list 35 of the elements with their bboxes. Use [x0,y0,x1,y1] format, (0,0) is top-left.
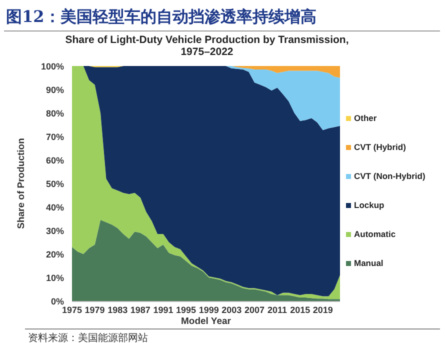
xtick: 1999 [198,305,219,315]
ytick: 60% [46,156,64,166]
ytick: 90% [46,85,64,95]
ytick: 50% [46,179,64,189]
legend-label: CVT (Hybrid) [354,142,406,152]
xtick: 1979 [84,305,105,315]
xtick: 1987 [130,305,150,315]
ylabel: Share of Production [16,138,27,229]
xtick: 1983 [108,305,128,315]
ytick: 100% [40,62,64,72]
legend-label: CVT (Non-Hybrid) [354,171,426,181]
xtick: 2011 [268,305,288,315]
xtick: 2007 [244,305,264,315]
xtick: 2019 [312,305,333,315]
xtick: 1995 [176,305,196,315]
xtick: 1991 [153,305,174,315]
legend-label: Manual [354,258,384,268]
ytick: 0% [50,296,64,306]
annotation: 资料来源：美国能源部网站 [28,333,148,343]
subtitle: 1975–2022 [180,46,234,58]
title: 图12：美国轻型车的自动挡渗透率持续增高 [6,7,316,26]
legend-label: Other [354,113,377,123]
ytick: 70% [46,132,64,142]
legend-label: Lockup [354,200,384,210]
ytick: 20% [46,250,64,260]
xtick: 2003 [222,305,242,315]
ytick: 30% [46,226,64,236]
ytick: 80% [46,108,64,118]
xlabel: Model Year [181,316,231,327]
ytick: 10% [46,273,64,283]
ytick: 40% [46,202,64,212]
legend-label: Automatic [354,229,396,239]
subtitle: Share of Light-Duty Vehicle Production by Transmission, [65,34,349,46]
xtick: 2015 [290,305,310,315]
xtick: 1975 [62,305,82,315]
